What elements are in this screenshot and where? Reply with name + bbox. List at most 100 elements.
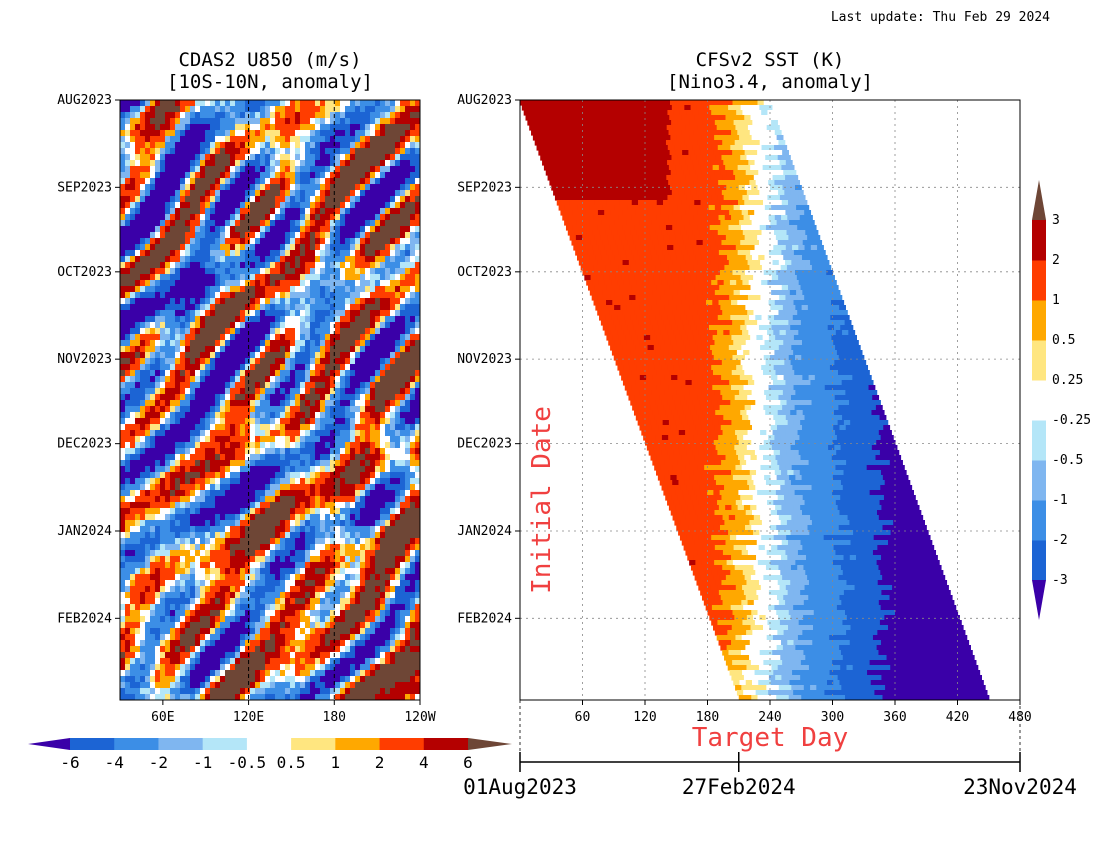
u850-cell: [225, 178, 231, 185]
u850-cell: [415, 532, 420, 539]
u850-cell: [125, 574, 131, 581]
u850-cell: [270, 148, 276, 155]
u850-cell: [365, 388, 371, 395]
u850-cell: [260, 322, 266, 329]
u850-cell: [190, 460, 196, 467]
u850-cell: [385, 124, 391, 131]
u850-cell: [330, 568, 336, 575]
u850-cell: [415, 280, 420, 287]
u850-cell: [250, 124, 256, 131]
u850-cell: [145, 106, 151, 113]
u850-cell: [210, 526, 216, 533]
u850-cell: [315, 508, 321, 515]
u850-cell: [305, 262, 311, 269]
u850-cell: [265, 142, 271, 149]
u850-cell: [400, 514, 406, 521]
u850-cell: [155, 370, 161, 377]
u850-cell: [200, 520, 206, 527]
u850-cell: [275, 568, 281, 575]
u850-cell: [200, 400, 206, 407]
u850-cell: [170, 130, 176, 137]
u850-cell: [400, 166, 406, 173]
u850-cell: [370, 118, 376, 125]
u850-cell: [220, 166, 226, 173]
u850-cell: [335, 316, 341, 323]
u850-cell: [210, 334, 216, 341]
u850-cell: [235, 100, 241, 107]
u850-cell: [200, 424, 206, 431]
u850-cell: [285, 484, 291, 491]
u850-cell: [395, 136, 401, 143]
u850-cell: [295, 496, 301, 503]
u850-cell: [185, 136, 191, 143]
u850-cell: [300, 568, 306, 575]
u850-cell: [290, 370, 296, 377]
u850-cell: [280, 244, 286, 251]
u850-cell: [310, 460, 316, 467]
u850-cell: [205, 208, 211, 215]
u850-cell: [280, 466, 286, 473]
u850-cell: [205, 466, 211, 473]
u850-cell: [300, 268, 306, 275]
u850-cell: [400, 202, 406, 209]
u850-cell: [315, 304, 321, 311]
u850-cell: [335, 184, 341, 191]
u850-cell: [130, 286, 136, 293]
u850-cell: [140, 418, 146, 425]
u850-cell: [220, 250, 226, 257]
u850-cell: [205, 526, 211, 533]
u850-cell: [315, 514, 321, 521]
u850-cell: [390, 202, 396, 209]
u850-cell: [300, 136, 306, 143]
u850-cell: [285, 532, 291, 539]
u850-cell: [230, 148, 236, 155]
u850-cell: [305, 496, 311, 503]
u850-cell: [380, 214, 386, 221]
u850-cell: [145, 136, 151, 143]
u850-cell: [390, 274, 396, 281]
u850-cell: [210, 508, 216, 515]
u850-cell: [200, 418, 206, 425]
u850-cell: [140, 142, 146, 149]
u850-cell: [155, 100, 161, 107]
u850-cell: [255, 400, 261, 407]
u850-cell: [350, 346, 356, 353]
u850-cell: [350, 100, 356, 107]
u850-cell: [270, 520, 276, 527]
u850-cell: [305, 280, 311, 287]
u850-cell: [125, 364, 131, 371]
u850-cell: [250, 268, 256, 275]
u850-cell: [325, 166, 331, 173]
u850-cell: [375, 334, 381, 341]
u850-cell: [130, 502, 136, 509]
u850-cell: [395, 430, 401, 437]
u850-cell: [400, 178, 406, 185]
u850-cell: [290, 436, 296, 443]
u850-cell: [125, 100, 131, 107]
u850-cell: [260, 556, 266, 563]
u850-cell: [305, 160, 311, 167]
u850-cell: [260, 238, 266, 245]
u850-cell: [315, 496, 321, 503]
u850-cell: [210, 412, 216, 419]
u850-cell: [370, 424, 376, 431]
u850-cell: [335, 352, 341, 359]
u850-cell: [230, 586, 236, 593]
u850-cell: [345, 112, 351, 119]
u850-cell: [255, 190, 261, 197]
u850-cell: [255, 484, 261, 491]
u850-cell: [295, 508, 301, 515]
u850-cell: [235, 430, 241, 437]
u850-cell: [125, 382, 131, 389]
u850-cell: [255, 550, 261, 557]
u850-cell: [195, 424, 201, 431]
u850-cell: [350, 328, 356, 335]
u850-cell: [150, 340, 156, 347]
u850-cell: [380, 100, 386, 107]
u850-cell: [400, 298, 406, 305]
u850-cell: [395, 358, 401, 365]
u850-cell: [280, 472, 286, 479]
u850-cell: [415, 274, 420, 281]
u850-cell: [165, 370, 171, 377]
u850-cell: [285, 352, 291, 359]
